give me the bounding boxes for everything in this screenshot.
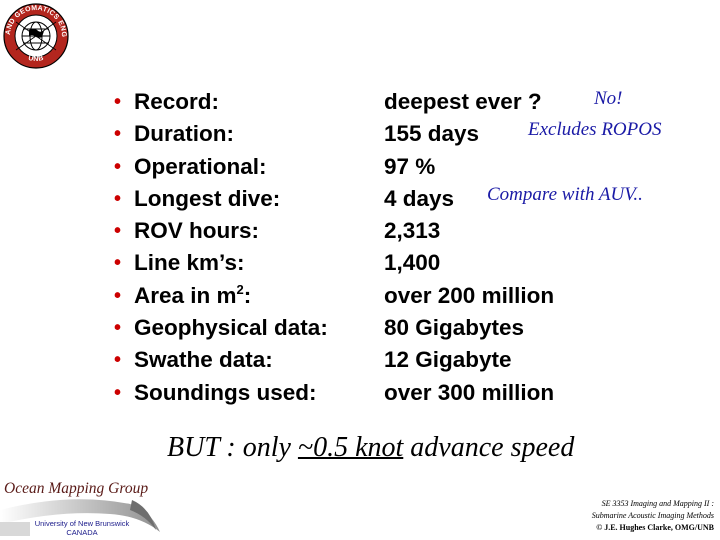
bullet-icon: • — [114, 155, 122, 178]
annotation-note: Compare with AUV.. — [487, 183, 643, 205]
course-credits: SE 3353 Imaging and Mapping II : Submari… — [592, 498, 714, 534]
item-label: Record: — [134, 89, 220, 114]
speed-emphasis: ~0.5 knot — [297, 432, 404, 463]
ocean-mapping-group-logo — [0, 499, 160, 536]
item-value: 2,313 — [384, 218, 441, 244]
list-item: • Area in m2: over 200 million — [114, 280, 714, 312]
logo-ring-text-bottom: UNB — [28, 55, 45, 63]
list-item: • Operational: 97 % — [114, 151, 714, 183]
item-label: ROV hours: — [134, 218, 260, 244]
bullet-icon: • — [114, 317, 122, 340]
item-label: Swathe data: — [134, 347, 273, 373]
item-value: 155 days — [384, 121, 480, 147]
annotation-note: No! — [594, 88, 623, 109]
bullet-icon: • — [114, 220, 122, 243]
item-value: 4 days — [384, 185, 455, 211]
item-label: Soundings used: — [134, 379, 317, 405]
bullet-icon: • — [114, 381, 122, 404]
item-label: Operational: — [134, 153, 267, 179]
item-label-prefix: Area in m — [134, 282, 237, 308]
bullet-icon: • — [114, 91, 122, 113]
list-item: • Soundings used: over 300 million — [114, 377, 714, 409]
bullet-icon: • — [114, 123, 122, 146]
bullet-icon: • — [114, 187, 122, 210]
course-line-1: SE 3353 Imaging and Mapping II : — [601, 499, 714, 508]
item-value: over 300 million — [384, 379, 555, 405]
unb-geodesy-logo: GEODESY AND GEOMATICS ENGINEERING UNB — [2, 2, 69, 69]
item-label: Duration: — [134, 121, 234, 147]
item-label: Area in m2: — [134, 280, 251, 312]
university-name: University of New Brunswick — [34, 519, 130, 528]
item-label: Line km’s: — [134, 250, 245, 276]
bullet-icon: • — [114, 349, 122, 372]
annotation-note: Excludes ROPOS — [528, 119, 662, 141]
list-item: • Geophysical data: 80 Gigabytes — [114, 312, 714, 344]
bullet-icon: • — [114, 252, 122, 275]
course-line-2: Submarine Acoustic Imaging Methods — [591, 511, 714, 520]
item-value: 80 Gigabytes — [384, 315, 525, 341]
item-value: over 200 million — [384, 282, 555, 308]
item-value: deepest ever ? — [384, 89, 542, 114]
item-value: 97 % — [384, 153, 436, 179]
list-item: • Line km’s: 1,400 — [114, 247, 714, 279]
item-label: Geophysical data: — [134, 315, 328, 341]
stats-list: • Record: deepest ever ? No! • Duration: 155 d… — [114, 86, 714, 409]
item-value: 12 Gigabyte — [384, 347, 512, 373]
list-item: • ROV hours: 2,313 — [114, 215, 714, 247]
item-label-suffix: : — [243, 282, 252, 308]
item-value: 1,400 — [384, 250, 441, 276]
item-label: Longest dive: — [134, 185, 281, 211]
bottom-statement: BUT : only ~0.5 knot advance speed — [167, 432, 574, 464]
university-country: CANADA — [66, 527, 98, 537]
item-label-superscript: 2 — [236, 281, 244, 297]
list-item: • Duration: 155 days Excludes ROPOS — [114, 118, 714, 150]
list-item: • Record: deepest ever ? No! — [114, 86, 714, 118]
bottom-prefix: BUT : only — [167, 432, 298, 463]
bottom-suffix: advance speed — [403, 432, 575, 463]
list-item: • Longest dive: 4 days Compare with AUV.. — [114, 183, 714, 215]
list-item: • Swathe data: 12 Gigabyte — [114, 344, 714, 376]
university-credit: University of New Brunswick CANADA — [32, 519, 132, 537]
bullet-icon: • — [114, 284, 122, 307]
copyright-line: © J.E. Hughes Clarke, OMG/UNB — [596, 523, 714, 532]
group-name: Ocean Mapping Group — [4, 480, 149, 497]
